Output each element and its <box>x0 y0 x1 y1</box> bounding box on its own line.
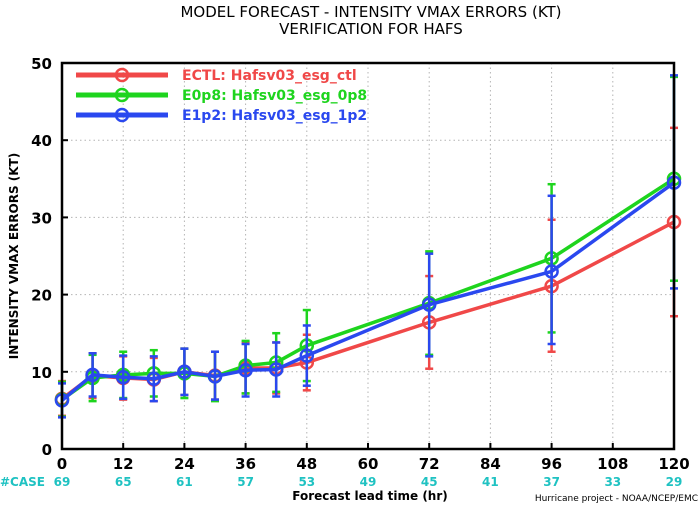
y-tick-label: 30 <box>31 209 52 227</box>
legend: ECTL: Hafsv03_esg_ctl E0p8: Hafsv03_esg_0… <box>76 67 367 124</box>
data-point <box>421 297 437 312</box>
x-tick-label: 0 <box>57 455 67 473</box>
data-point <box>85 367 100 383</box>
axis-ticks: 0 12 24 36 48 60 72 84 96 108 120 0 10 20 30 40 50 <box>31 55 690 473</box>
x-tick-label: 120 <box>658 455 689 473</box>
case-count: 65 <box>115 475 132 489</box>
legend-label: E0p8: Hafsv03_esg_0p8 <box>182 88 367 104</box>
case-count: 41 <box>482 475 499 489</box>
legend-label: E1p2: Hafsv03_esg_1p2 <box>182 108 367 124</box>
x-tick-label: 60 <box>358 455 379 473</box>
chart-subtitle: VERIFICATION FOR HAFS <box>279 20 463 38</box>
y-tick-label: 10 <box>31 364 52 382</box>
series-layer <box>54 74 682 419</box>
case-count: 49 <box>360 475 377 489</box>
chart-title: MODEL FORECAST - INTENSITY VMAX ERRORS (… <box>180 3 561 21</box>
x-tick-label: 24 <box>174 455 195 473</box>
case-count: 61 <box>176 475 193 489</box>
legend-marker <box>114 67 130 83</box>
data-point <box>115 369 131 385</box>
y-tick-label: 20 <box>31 287 52 305</box>
data-point <box>238 363 253 378</box>
data-point <box>177 364 192 380</box>
x-tick-label: 36 <box>235 455 256 473</box>
x-axis-label: Forecast lead time (hr) <box>292 489 448 503</box>
x-tick-label: 108 <box>597 455 628 473</box>
y-tick-label: 40 <box>31 132 52 150</box>
case-count: 37 <box>543 475 560 489</box>
x-tick-label: 12 <box>113 455 134 473</box>
case-count: 53 <box>298 475 315 489</box>
x-tick-label: 84 <box>480 455 501 473</box>
x-tick-label: 72 <box>419 455 440 473</box>
data-point <box>268 362 284 377</box>
grid-lines <box>62 63 674 449</box>
data-point <box>544 264 559 279</box>
data-point <box>146 371 162 386</box>
case-label: #CASE <box>0 475 45 489</box>
case-count: 45 <box>421 475 438 489</box>
legend-label: ECTL: Hafsv03_esg_ctl <box>182 68 357 84</box>
case-counts: 69 65 61 57 53 49 45 41 37 33 29 <box>54 475 683 489</box>
data-point <box>207 369 223 384</box>
legend-marker <box>114 87 130 103</box>
series-3 <box>54 74 682 419</box>
data-point <box>299 348 315 363</box>
credit-text: Hurricane project - NOAA/NCEP/EMC <box>535 494 698 504</box>
x-tick-label: 96 <box>541 455 562 473</box>
case-count: 69 <box>54 475 71 489</box>
legend-marker <box>114 107 130 123</box>
y-axis-label: INTENSITY VMAX ERRORS (KT) <box>7 153 21 359</box>
y-tick-label: 0 <box>42 441 52 459</box>
case-count: 33 <box>604 475 621 489</box>
x-tick-label: 48 <box>296 455 317 473</box>
case-count: 29 <box>666 475 683 489</box>
case-count: 57 <box>237 475 254 489</box>
y-tick-label: 50 <box>31 55 52 73</box>
